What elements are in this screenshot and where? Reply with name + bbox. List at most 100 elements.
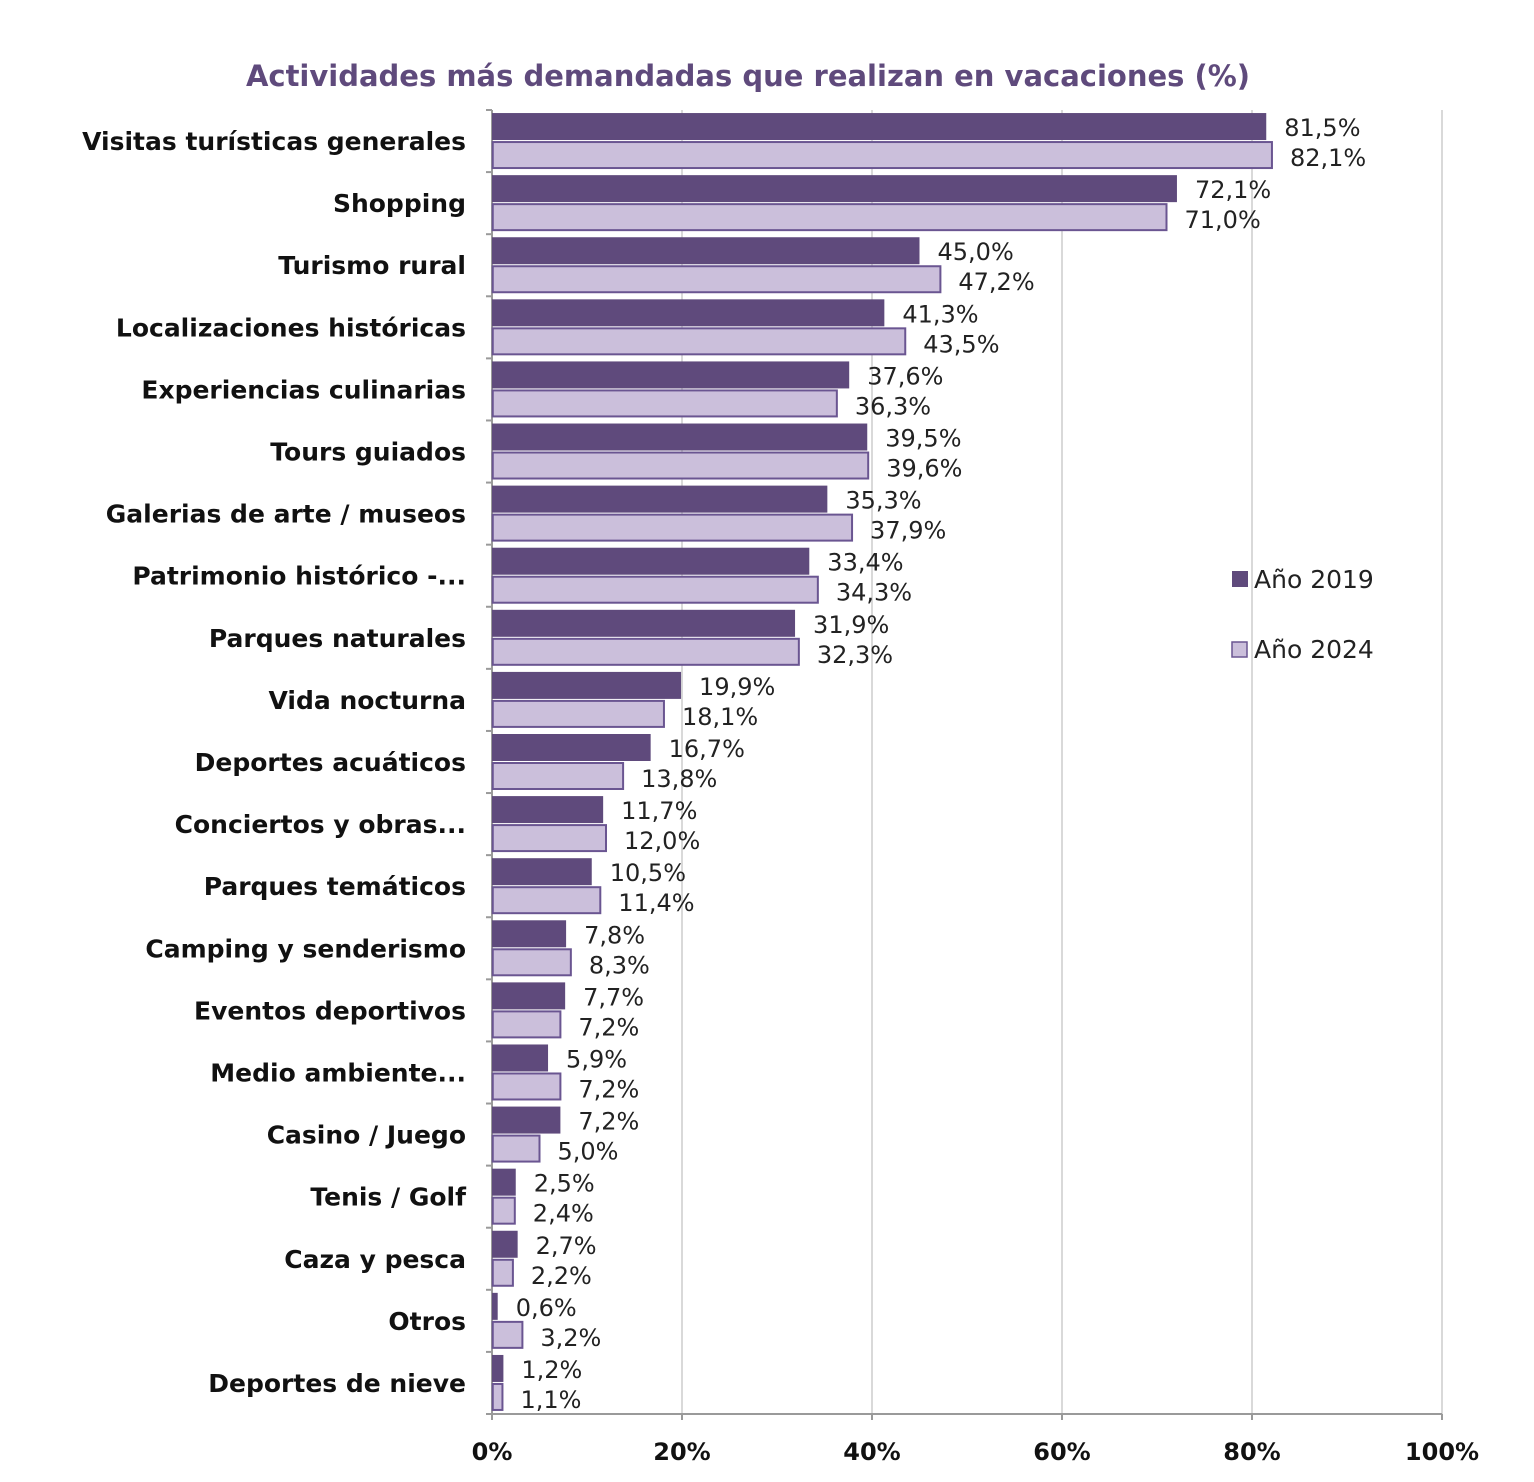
chart-title: Actividades más demandadas que realizan … [246,59,1250,93]
data-label-2019: 5,9% [566,1045,627,1073]
data-label-2019: 72,1% [1195,176,1271,204]
bar-2019 [492,113,1267,141]
category-label: Medio ambiente... [210,1058,466,1087]
category-label: Galerias de arte / museos [106,500,466,529]
legend-label-2019: Año 2019 [1254,565,1374,594]
category-label: Shopping [333,189,466,218]
bar-2024 [491,762,625,790]
bar-2019 [492,982,566,1010]
data-label-2024: 43,5% [923,330,999,358]
data-label-2019: 19,9% [699,673,775,701]
data-label-2019: 33,4% [827,549,903,577]
bar-2019 [492,796,604,824]
bar-2019 [492,1230,518,1258]
category-label: Tours guiados [270,438,466,467]
data-label-2019: 7,7% [583,983,644,1011]
data-label-2024: 5,0% [558,1138,619,1166]
bar-2024 [491,1134,541,1163]
data-label-2019: 2,7% [536,1232,597,1260]
category-label: Experiencias culinarias [141,375,466,404]
data-label-2019: 41,3% [902,300,978,328]
category-label: Visitas turísticas generales [82,127,466,156]
category-label: Camping y senderismo [145,934,466,963]
bar-2019 [492,734,651,761]
category-label: Parques temáticos [204,872,466,901]
data-label-2024: 18,1% [682,703,758,731]
data-label-2019: 16,7% [669,735,745,763]
data-label-2019: 81,5% [1284,114,1360,142]
bar-2019 [492,1354,504,1382]
category-labels: Visitas turísticas generales Shopping Turi… [82,127,467,1398]
data-label-2024: 34,3% [836,579,912,607]
category-label: Eventos deportivos [194,996,466,1025]
bar-2024 [491,637,800,666]
data-label-2024: 47,2% [958,268,1034,296]
data-label-2024: 7,2% [578,1013,639,1041]
data-label-2024: 37,9% [870,517,946,545]
bar-2019 [492,1106,561,1134]
bar-2024 [491,1258,514,1287]
bar-2019 [492,485,828,513]
category-label: Otros [388,1307,466,1336]
data-label-2019: 45,0% [938,238,1014,266]
bar-2019 [492,1292,498,1320]
bar-2024 [491,1072,562,1101]
data-label-2019: 7,8% [584,921,645,949]
x-tick-label: 100% [1405,1438,1479,1466]
data-label-2024: 12,0% [624,827,700,855]
bar-2019 [492,858,592,886]
data-label-2024: 7,2% [578,1075,639,1103]
bar-2024 [491,513,854,542]
data-label-2024: 13,8% [641,765,717,793]
data-label-2024: 8,3% [589,951,650,979]
data-label-2019: 11,7% [621,797,697,825]
bar-2024 [491,699,665,728]
data-label-2024: 82,1% [1290,144,1366,172]
bar-2024 [491,1010,562,1039]
bar-2019 [492,547,810,575]
bar-2024 [491,1196,516,1225]
x-tick-label: 40% [843,1438,900,1466]
x-tick-label: 0% [472,1438,513,1466]
category-label: Caza y pesca [284,1245,466,1274]
bar-2024 [491,141,1273,170]
bar-2019 [492,175,1177,203]
category-label: Parques naturales [209,624,466,653]
x-tick-label: 80% [1223,1438,1280,1466]
data-label-2024: 36,3% [855,392,931,420]
bar-2019 [492,361,850,389]
bar-2024 [491,886,602,915]
bar-2019 [492,609,796,637]
data-label-2024: 3,2% [540,1324,601,1352]
bar-2019 [492,1168,516,1196]
category-label: Turismo rural [278,251,466,280]
data-label-2024: 2,2% [531,1262,592,1290]
category-label: Conciertos y obras... [175,810,466,839]
data-label-2019: 1,2% [521,1356,582,1384]
data-label-2019: 0,6% [516,1294,577,1322]
bar-2024 [491,824,607,853]
data-label-2019: 7,2% [578,1108,639,1136]
data-label-2024: 11,4% [618,889,694,917]
category-label: Localizaciones históricas [116,313,466,342]
bar-2024 [491,327,907,356]
category-label: Casino / Juego [267,1121,466,1150]
x-tick-label: 60% [1033,1438,1090,1466]
bar-2019 [492,671,682,699]
bars: 81,5%82,1% 72,1%71,0% 45,0%47,2% 41,3%43,5%… [491,113,1366,1414]
data-label-2024: 1,1% [520,1386,581,1414]
bar-2024 [491,451,870,480]
data-label-2019: 37,6% [867,362,943,390]
bar-2024 [491,1382,504,1411]
x-axis-ticks: 0% 20% 40% 60% 80% 100% [472,1414,1479,1466]
bar-2019 [492,1044,549,1072]
category-label: Tenis / Golf [310,1183,467,1212]
data-label-2019: 31,9% [813,611,889,639]
data-label-2024: 71,0% [1185,206,1261,234]
data-label-2024: 39,6% [886,455,962,483]
legend: Año 2019 Año 2024 [1231,565,1374,664]
bar-2024 [491,948,572,977]
bar-2024 [491,575,819,604]
bar-2024 [491,389,838,418]
